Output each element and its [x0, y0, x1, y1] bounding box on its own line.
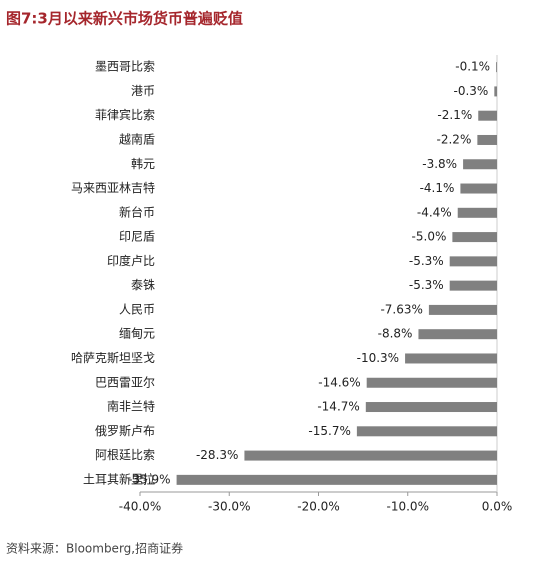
value-label: -4.4% [417, 205, 452, 219]
bar [428, 304, 497, 315]
value-label: -28.3% [196, 448, 238, 462]
y-tick-label: 缅甸元 [119, 327, 155, 341]
value-label: -4.1% [420, 181, 455, 195]
bar [418, 329, 497, 340]
value-label: -7.63% [380, 302, 422, 316]
bar [457, 207, 497, 218]
y-tick-label: 泰铢 [131, 277, 155, 292]
bar [244, 450, 497, 461]
y-tick-label: 港币 [131, 84, 155, 98]
value-label: -5.0% [412, 230, 447, 244]
y-tick-label: 南非兰特 [107, 399, 155, 414]
value-label: -35.9% [128, 472, 170, 486]
value-label: -10.3% [357, 351, 399, 365]
bar [365, 402, 497, 413]
source-note: 资料来源：Bloomberg,招商证券 [6, 541, 183, 556]
y-tick-label: 印度卢比 [107, 253, 155, 268]
y-tick-label: 巴西雷亚尔 [95, 374, 155, 389]
bar [478, 110, 497, 121]
bar [176, 474, 497, 485]
value-label: -5.3% [409, 254, 444, 268]
x-tick-label: 0.0% [482, 500, 513, 514]
y-tick-label: 韩元 [131, 156, 155, 171]
value-label: -14.7% [317, 400, 359, 414]
value-label: -15.7% [308, 424, 350, 438]
y-tick-label: 人民币 [119, 302, 155, 316]
value-label: -5.3% [409, 278, 444, 292]
value-label: -0.1% [455, 60, 490, 74]
y-tick-label: 阿根廷比索 [95, 448, 155, 462]
y-tick-label: 哈萨克斯坦坚戈 [71, 351, 155, 365]
bar [477, 134, 497, 145]
y-tick-label: 俄罗斯卢布 [95, 423, 155, 438]
x-tick-label: -10.0% [387, 500, 429, 514]
y-tick-label: 菲律宾比索 [95, 107, 155, 122]
value-label: -8.8% [378, 327, 413, 341]
value-label: -2.1% [437, 108, 472, 122]
y-tick-label: 印尼盾 [119, 230, 155, 244]
x-tick-label: -20.0% [297, 500, 339, 514]
value-label: -3.8% [422, 157, 457, 171]
value-label: -14.6% [318, 375, 360, 389]
bar [449, 280, 497, 291]
value-label: -2.2% [437, 132, 472, 146]
value-label: -0.3% [453, 84, 488, 98]
bar [366, 377, 497, 388]
x-tick-label: -40.0% [119, 500, 161, 514]
y-tick-label: 土耳其新里拉 [83, 471, 155, 486]
bar [463, 159, 497, 170]
y-tick-label: 马来西亚林吉特 [71, 180, 155, 195]
bar [452, 232, 497, 243]
bar [494, 86, 497, 97]
y-tick-label: 越南盾 [119, 131, 155, 146]
x-tick-label: -30.0% [208, 500, 250, 514]
y-tick-label: 新台币 [119, 204, 155, 219]
chart-title: 图7:3月以来新兴市场货币普遍贬值 [6, 10, 243, 28]
bar [460, 183, 497, 194]
bar [449, 256, 497, 267]
bar [356, 426, 497, 437]
bar [405, 353, 497, 364]
y-tick-label: 墨西哥比索 [95, 60, 155, 74]
bar [496, 62, 497, 73]
